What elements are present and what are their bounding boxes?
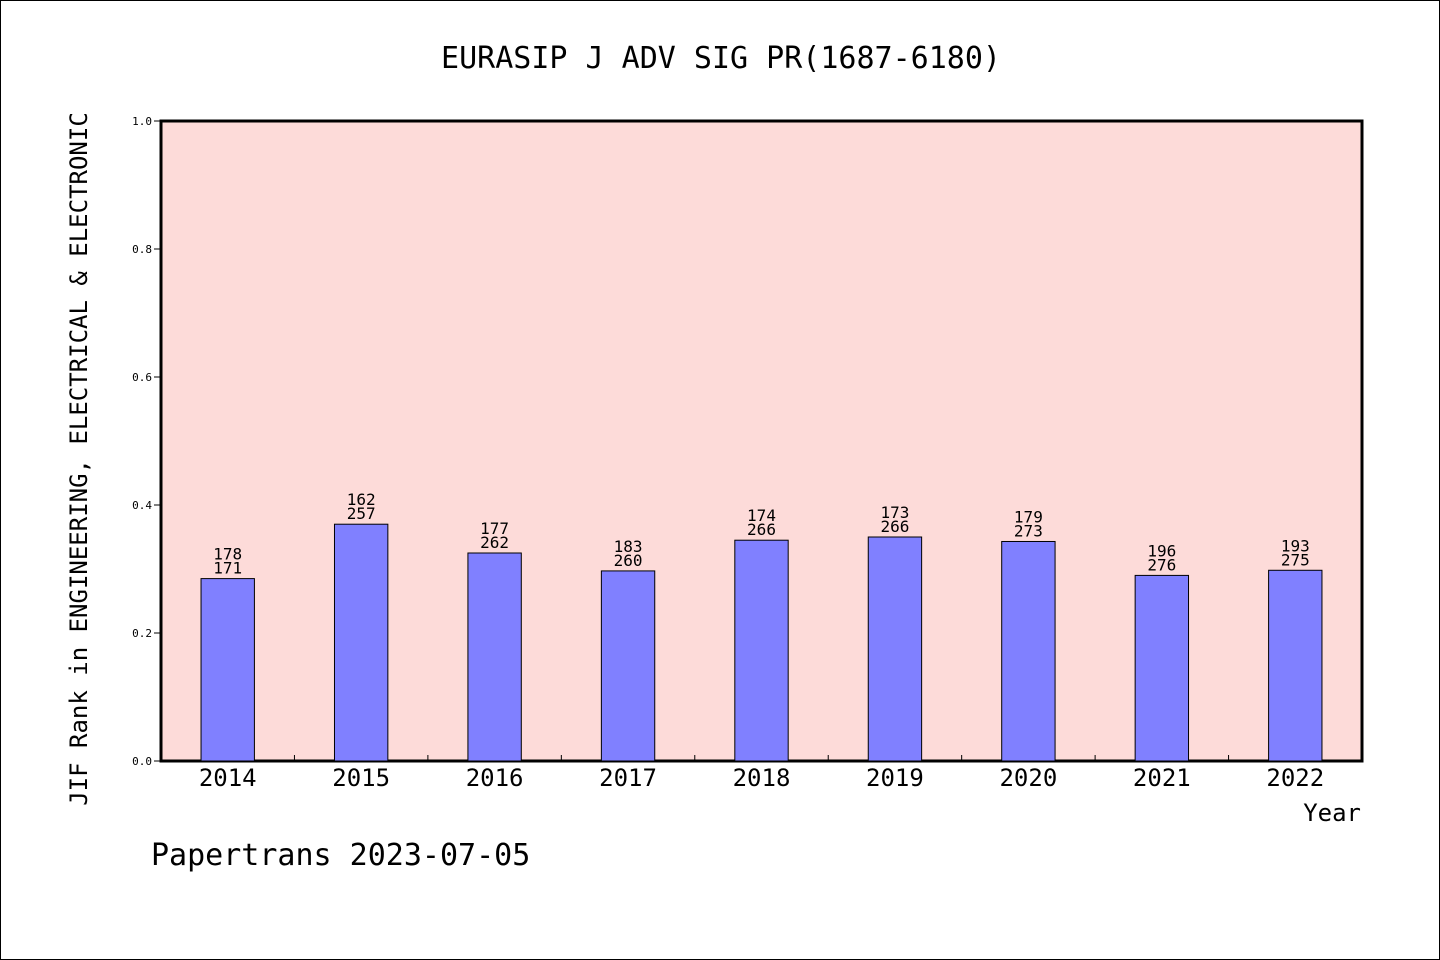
bar-label-bottom: 275 [1281,550,1310,569]
bar-label-top: 196 [1147,541,1176,560]
bar-label-bottom: 260 [614,551,643,570]
bar-label-top: 162 [347,490,376,509]
bar-label-top: 178 [213,545,242,564]
bar-label-bottom: 262 [480,533,509,552]
x-tick-label: 2015 [332,764,390,792]
bar [467,552,522,762]
y-tick-label: 0.6 [132,371,152,384]
bar-label-bottom: 171 [213,559,242,578]
bar-label-top: 183 [614,537,643,556]
chart-title: EURASIP J ADV SIG PR(1687-6180) [441,41,1001,76]
bar [734,539,789,762]
x-tick-label: 2017 [599,764,657,792]
bar-label-bottom: 273 [1014,521,1043,540]
x-tick-label: 2018 [733,764,791,792]
bar-label-bottom: 276 [1147,555,1176,574]
y-axis-label: JIF Rank in ENGINEERING, ELECTRICAL & EL… [65,112,93,806]
x-tick-label: 2020 [999,764,1057,792]
bar [1134,574,1190,762]
bar-label-top: 174 [747,506,776,525]
bar-label-top: 173 [880,503,909,522]
x-tick-label: 2016 [466,764,524,792]
bar-label-bottom: 257 [347,504,376,523]
x-tick-label: 2019 [866,764,924,792]
footer-note: Papertrans 2023-07-05 [151,838,530,873]
bar [1268,569,1323,762]
bar [1001,540,1056,762]
bar [200,578,255,762]
bar-label-top: 193 [1281,536,1310,555]
y-tick-label: 0.0 [132,755,152,768]
x-tick-label: 2021 [1133,764,1191,792]
y-tick-label: 0.2 [132,627,152,640]
y-tick-label: 0.8 [132,243,152,256]
y-tick-label: 0.4 [132,499,152,512]
bar [333,523,389,762]
y-tick-label: 1.0 [132,115,152,128]
x-tick-label: 2022 [1266,764,1324,792]
bar-label-top: 179 [1014,507,1043,526]
bar [867,536,923,762]
x-tick-label: 2014 [199,764,257,792]
bar [600,570,656,762]
bar-label-bottom: 266 [747,520,776,539]
bar-label-bottom: 266 [880,517,909,536]
bar-label-top: 177 [480,519,509,538]
x-axis-label: Year [1303,799,1361,827]
